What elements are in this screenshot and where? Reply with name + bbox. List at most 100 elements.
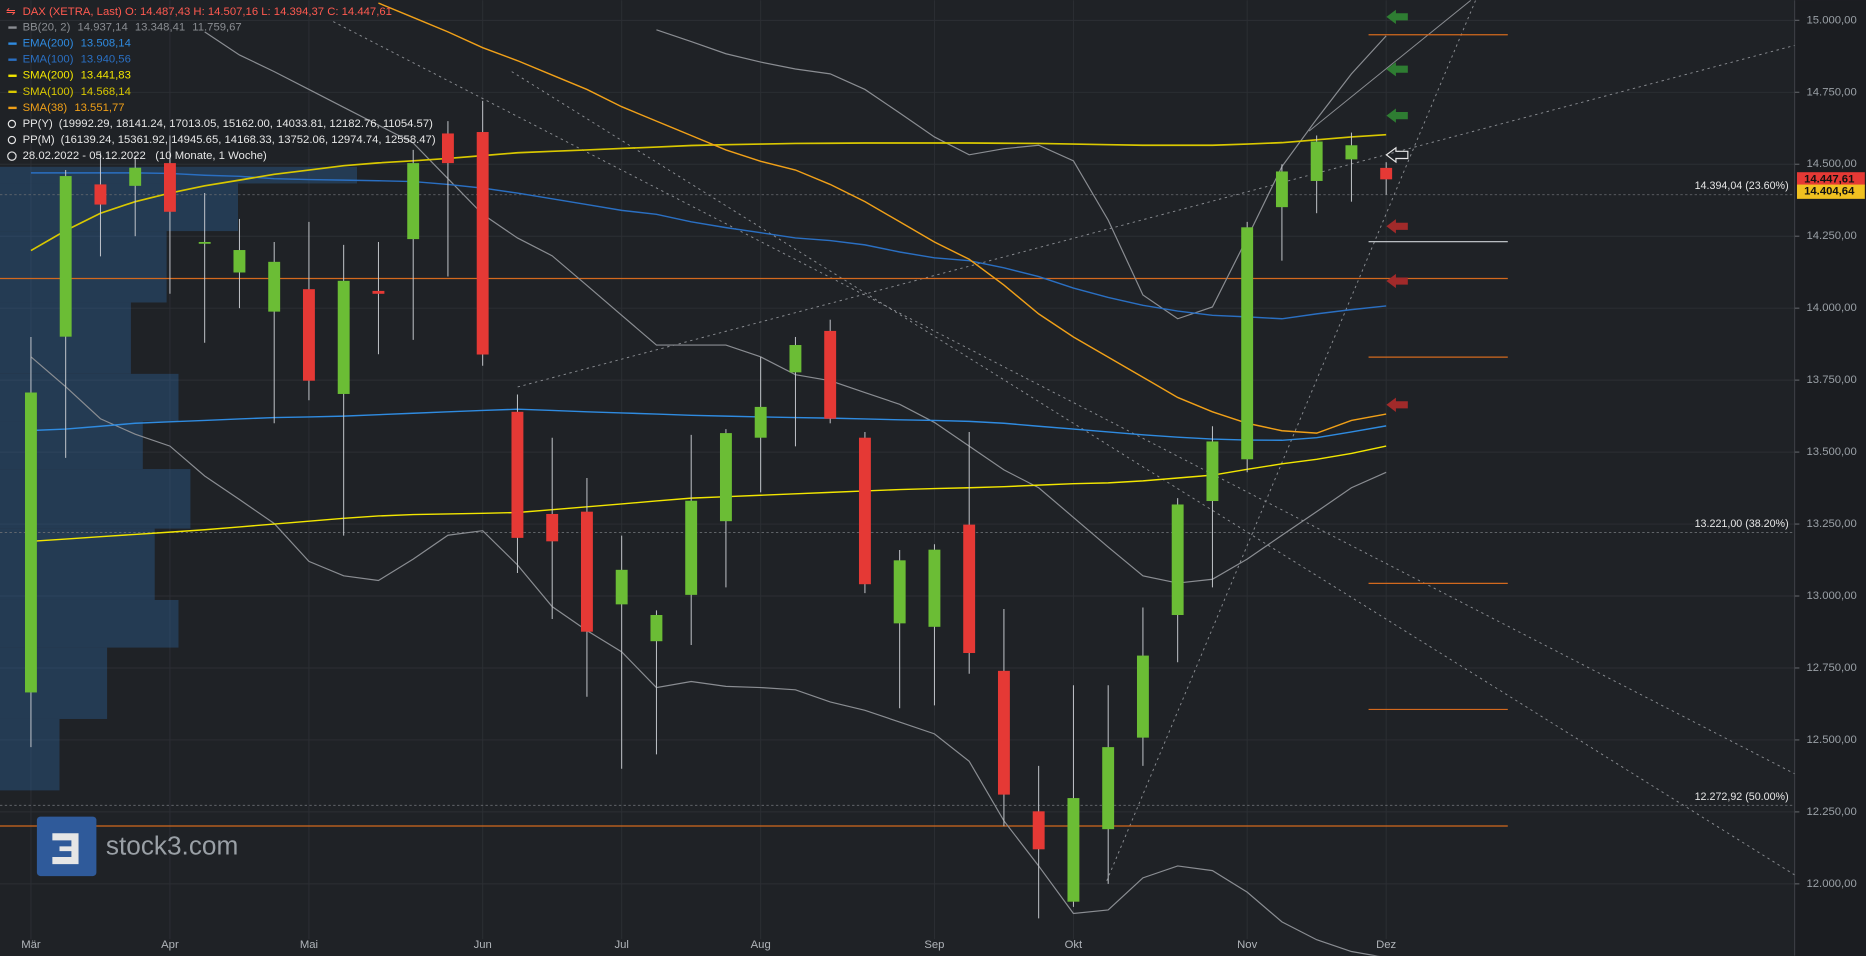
- legend-value: 14.568,14: [81, 86, 131, 98]
- candle-body: [1310, 141, 1323, 181]
- y-tick-label: 15.000,00: [1806, 14, 1856, 26]
- y-tick-label: 12.000,00: [1806, 878, 1856, 890]
- candle-body: [1275, 171, 1288, 208]
- candle-body: [511, 411, 524, 538]
- signal-arrows: [1385, 9, 1409, 412]
- legend-name: EMA(100): [23, 54, 74, 66]
- candle-body: [163, 163, 176, 212]
- candle-body: [1171, 504, 1184, 616]
- legend-name: SMA(38): [23, 102, 68, 114]
- legend-value: 13.940,56: [81, 54, 131, 66]
- x-tick-label: Nov: [1237, 939, 1257, 951]
- price-badge: [1796, 172, 1865, 187]
- candle-body: [580, 511, 593, 632]
- legend: ⇋ DAX (XETRA, Last) O: 14.487,43 H: 14.5…: [6, 6, 436, 162]
- x-tick-label: Mär: [21, 939, 41, 951]
- trend-lines: [332, 0, 1795, 882]
- candle-body: [858, 437, 871, 585]
- legend-value: 13.551,77: [74, 102, 124, 114]
- y-tick-label: 12.250,00: [1806, 806, 1856, 818]
- legend-value: 13.348,41: [135, 22, 185, 34]
- legend-value: 13.508,14: [81, 38, 131, 50]
- candle-body: [546, 513, 559, 542]
- fib-label: 14.394,04 (23.60%): [1695, 180, 1789, 192]
- x-tick-label: Okt: [1065, 939, 1083, 951]
- price-badge-label: 14.404,64: [1804, 186, 1855, 198]
- candle-body: [719, 433, 732, 522]
- candle-body: [302, 289, 315, 381]
- legend-icon: [7, 135, 17, 145]
- pivot-values: (19992.29, 18141.24, 17013.05, 15162.00,…: [59, 118, 433, 130]
- price-axis-bg: [1794, 0, 1866, 956]
- channel-line: [1308, 0, 1472, 132]
- legend-name: SMA(200): [23, 70, 74, 82]
- candle-body: [1067, 798, 1080, 902]
- candle-body: [754, 406, 767, 438]
- x-tick-label: Jul: [614, 939, 628, 951]
- candle-body: [268, 261, 281, 312]
- symbol-icon: ⇋: [6, 6, 15, 18]
- fib-label: 13.221,00 (38.20%): [1695, 518, 1789, 530]
- pivot-name: PP(Y): [23, 118, 53, 130]
- price-badge: [1796, 184, 1865, 199]
- candle-body: [233, 250, 246, 273]
- candle-body: [997, 670, 1010, 795]
- candle-body: [372, 290, 385, 294]
- y-tick-label: 14.500,00: [1806, 158, 1856, 170]
- y-tick-label: 12.500,00: [1806, 734, 1856, 746]
- candle-body: [1136, 655, 1149, 738]
- candle-body: [789, 345, 802, 373]
- candle-body: [441, 133, 454, 164]
- logo-text: stock3.com: [106, 830, 238, 860]
- candle-body: [1345, 145, 1358, 160]
- legend-icon: [7, 119, 17, 129]
- indicator-line: [30, 445, 1387, 543]
- candle-body: [24, 392, 37, 693]
- legend-value: 13.441,83: [81, 70, 131, 82]
- x-tick-label: Apr: [161, 939, 179, 951]
- plot: [0, 0, 1795, 956]
- indicator-line: [378, 2, 1387, 434]
- y-tick-label: 14.750,00: [1806, 86, 1856, 98]
- indicator-line: [30, 408, 1387, 441]
- candle-body: [928, 549, 941, 627]
- candle-body: [59, 176, 72, 337]
- legend-icon: [7, 151, 17, 161]
- pivot-values: (16139.24, 15361.92, 14945.65, 14168.33,…: [61, 134, 436, 146]
- x-tick-label: Jun: [474, 939, 492, 951]
- candle-body: [963, 524, 976, 654]
- indicator-line: [30, 356, 1380, 956]
- legend-name: BB(20, 2): [23, 22, 71, 34]
- indicators: [30, 2, 1387, 956]
- candle-body: [407, 163, 420, 240]
- y-tick-label: 14.000,00: [1806, 302, 1856, 314]
- candle-body: [198, 241, 211, 244]
- candle-body: [94, 184, 107, 205]
- fib-label: 12.272,92 (50.00%): [1695, 791, 1789, 803]
- candle-body: [893, 560, 906, 624]
- y-tick-label: 13.000,00: [1806, 590, 1856, 602]
- indicator-line: [30, 133, 1387, 252]
- x-tick-label: Mai: [300, 939, 318, 951]
- candle-body: [650, 615, 663, 642]
- candle-body: [685, 500, 698, 595]
- candle-body: [615, 569, 628, 605]
- x-tick-label: Aug: [751, 939, 771, 951]
- y-tick-label: 13.250,00: [1806, 518, 1856, 530]
- candle-body: [476, 132, 489, 355]
- symbol: DAX (XETRA, Last): [23, 6, 122, 18]
- levels: [0, 34, 1795, 827]
- candle-body: [1380, 167, 1393, 180]
- candle-body: [1206, 441, 1219, 502]
- period-range: 28.02.2022 - 05.12.2022: [23, 150, 146, 162]
- candle-body: [1032, 811, 1045, 850]
- y-tick-label: 13.500,00: [1806, 446, 1856, 458]
- period-span: (10 Monate, 1 Woche): [155, 150, 267, 162]
- legend-name: SMA(100): [23, 86, 74, 98]
- logo: stock3.com: [36, 816, 238, 877]
- x-tick-label: Sep: [924, 939, 944, 951]
- x-tick-label: Dez: [1376, 939, 1396, 951]
- y-tick-label: 14.250,00: [1806, 230, 1856, 242]
